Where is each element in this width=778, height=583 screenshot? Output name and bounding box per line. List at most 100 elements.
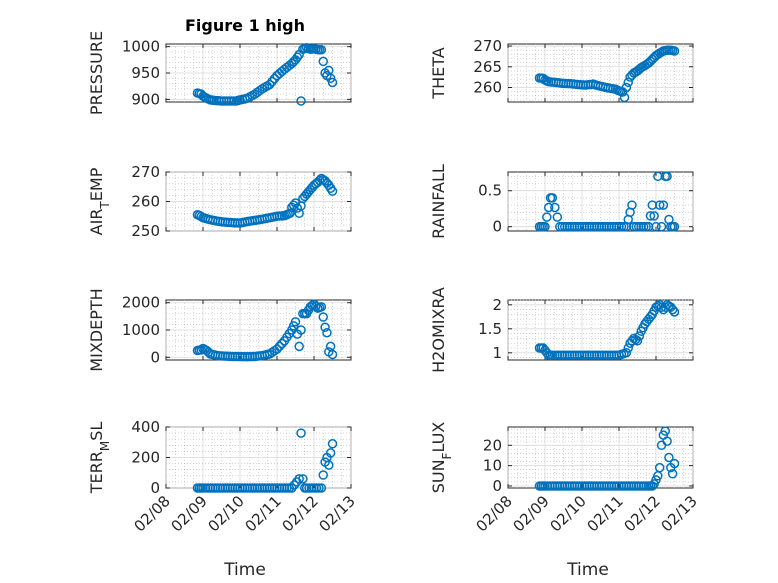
data-trace-terr-msl	[194, 470, 328, 493]
data-point-h2omixra	[634, 331, 645, 341]
data-point-h2omixra	[545, 350, 556, 360]
data-point-air-temp	[296, 201, 306, 211]
y-axis-label-mixdepth: MIXDEPTH	[87, 288, 106, 371]
data-point-sun-flux	[669, 458, 680, 469]
data-point-mixdepth	[327, 349, 338, 360]
y-tick-label: 0	[492, 218, 502, 236]
x-tick-label: 02/08	[473, 492, 516, 535]
y-tick-label: 950	[131, 64, 160, 82]
x-tick-label: 02/11	[242, 492, 285, 535]
data-point-sun-flux	[660, 426, 670, 436]
data-point-terr-msl	[196, 483, 206, 493]
data-point-rainfall	[550, 202, 560, 213]
data-trace-sun-flux	[536, 481, 656, 491]
subplot-pressure: 900 950 1000 PRESSURE	[87, 31, 352, 115]
data-trace-mixdepth	[194, 300, 328, 362]
data-point-pressure	[311, 44, 321, 55]
x-tick-label: 02/10	[205, 492, 248, 535]
data-point-pressure	[269, 73, 280, 84]
data-point-pressure	[240, 94, 250, 104]
data-point-rainfall	[669, 221, 680, 232]
y-tick-label: 270	[131, 163, 160, 181]
x-tick-label: 02/12	[279, 492, 322, 535]
y-axis-label-sun-flux: SUNFLUX	[429, 422, 454, 494]
data-point-rainfall	[658, 200, 669, 210]
data-point-theta	[608, 83, 618, 94]
y-tick-label: 270	[473, 37, 502, 55]
x-tick-label: 02/13	[658, 492, 701, 535]
data-point-mixdepth	[274, 341, 285, 352]
data-point-rainfall	[547, 193, 558, 203]
data-point-air-temp	[283, 209, 293, 219]
data-point-rainfall	[625, 207, 635, 218]
y-tick-label: 265	[473, 58, 502, 76]
y-tick-label: 1000	[122, 321, 160, 339]
x-tick-label: 02/10	[547, 492, 590, 535]
y-tick-label: 400	[131, 418, 160, 436]
data-point-h2omixra	[632, 336, 643, 346]
y-tick-label: 1.5	[478, 320, 502, 338]
y-tick-label: 260	[131, 193, 160, 211]
data-point-sun-flux	[641, 481, 651, 491]
data-point-pressure	[252, 87, 263, 98]
data-point-rainfall	[649, 211, 659, 221]
data-point-terr-msl	[284, 483, 295, 493]
data-point-terr-msl	[325, 448, 336, 458]
data-point-theta	[667, 45, 678, 56]
data-point-pressure	[254, 85, 265, 96]
data-trace-pressure	[200, 43, 328, 106]
subplot-air-temp: 250 260 270 AIRTEMP	[87, 163, 352, 240]
data-point-theta	[536, 73, 547, 83]
data-point-rainfall	[654, 200, 665, 210]
subplot-rainfall: 0 0.5 RAINFALL	[429, 164, 694, 239]
subplot-theta: 260 265 270 THETA	[429, 37, 694, 103]
x-axis-label-left: Time	[223, 560, 266, 580]
data-point-mixdepth	[320, 322, 330, 333]
x-tick-label: 02/08	[131, 492, 174, 535]
data-point-theta	[623, 77, 633, 88]
y-tick-label: 1000	[122, 38, 160, 56]
y-tick-label: 2	[492, 296, 502, 314]
data-point-terr-msl	[296, 428, 306, 438]
data-point-pressure	[247, 90, 258, 101]
data-point-terr-msl	[327, 439, 338, 449]
data-point-pressure	[314, 45, 325, 55]
y-tick-label: 200	[131, 449, 160, 467]
data-point-rainfall	[543, 202, 554, 213]
data-point-pressure	[296, 96, 306, 106]
data-point-h2omixra	[536, 343, 547, 353]
y-tick-label: 250	[131, 222, 160, 240]
data-point-rainfall	[662, 171, 672, 182]
data-point-air-temp	[290, 198, 301, 208]
data-point-rainfall	[641, 221, 651, 232]
data-trace-theta	[536, 45, 678, 97]
data-point-rainfall	[656, 221, 667, 232]
data-point-h2omixra	[667, 304, 678, 315]
data-point-pressure	[282, 62, 292, 73]
y-axis-label-h2omixra: H2OMIXRA	[429, 287, 448, 373]
data-point-terr-msl	[291, 477, 302, 487]
data-point-mixdepth	[262, 349, 272, 360]
data-point-rainfall	[538, 221, 548, 232]
y-axis-label-theta: THETA	[429, 47, 448, 99]
x-tick-label: 02/09	[510, 492, 553, 535]
data-point-mixdepth	[318, 312, 328, 322]
data-point-sun-flux	[654, 462, 665, 473]
data-point-mixdepth	[314, 302, 325, 313]
data-point-terr-msl	[324, 460, 334, 470]
data-trace-air-temp	[196, 174, 332, 228]
subplot-mixdepth: 0 1000 2000 MIXDEPTH	[87, 288, 352, 372]
data-point-theta	[664, 45, 674, 55]
data-point-mixdepth	[296, 325, 306, 335]
data-point-air-temp	[322, 178, 332, 188]
data-point-mixdepth	[277, 338, 287, 349]
data-point-rainfall	[645, 211, 656, 221]
x-tick-label: 02/11	[584, 492, 627, 535]
y-tick-label: 1	[492, 344, 502, 362]
data-point-pressure	[267, 76, 277, 87]
data-trace-rainfall	[536, 202, 659, 232]
data-point-mixdepth	[322, 327, 332, 338]
data-point-pressure	[327, 77, 338, 88]
y-tick-label: 260	[473, 79, 502, 97]
